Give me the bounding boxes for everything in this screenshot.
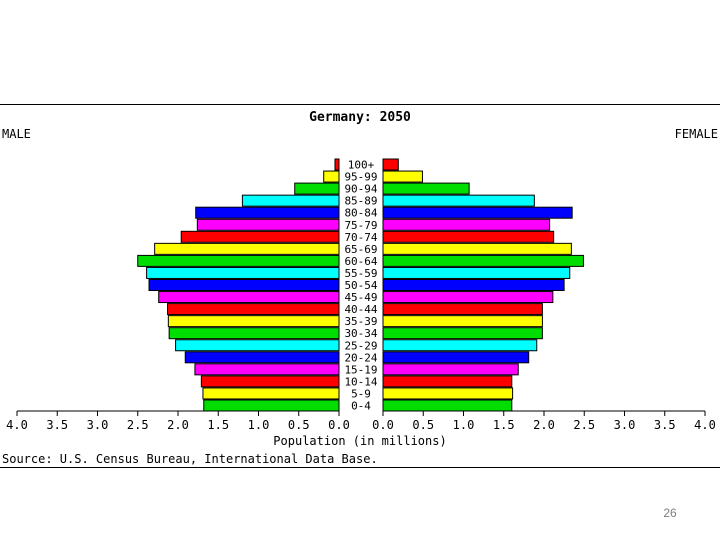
x-tick-label: 0.0 [372,418,394,432]
female-bar-95-99 [382,170,423,183]
male-bar-95-99 [323,170,340,183]
x-tick-label: 2.0 [533,418,555,432]
population-pyramid-chart: Germany: 2050 MALE FEMALE 100+95-9990-94… [0,104,720,468]
female-bar-10-14 [382,375,513,388]
male-bar-60-64 [137,254,340,267]
x-tick-label: 1.0 [453,418,475,432]
female-bar-75-79 [382,218,551,231]
female-bar-85-89 [382,194,535,207]
x-tick-label: 2.5 [573,418,595,432]
male-bar-65-69 [154,242,340,255]
x-tick-label: 2.0 [167,418,189,432]
male-bar-0-4 [203,399,340,412]
age-label: 25-29 [344,339,377,352]
age-label: 20-24 [344,351,377,364]
age-label: 50-54 [344,279,377,292]
male-bar-5-9 [202,387,340,400]
male-bar-45-49 [158,291,340,304]
male-bar-25-29 [175,339,340,352]
age-label: 45-49 [344,291,377,304]
male-bar-80-84 [195,206,340,219]
female-bar-45-49 [382,291,554,304]
x-tick-label: 0.5 [412,418,434,432]
male-bar-20-24 [184,351,340,364]
male-bar-85-89 [241,194,340,207]
female-bar-15-19 [382,363,519,376]
source-note: Source: U.S. Census Bureau, Internationa… [2,452,378,466]
age-label: 0-4 [351,400,371,413]
female-bar-20-24 [382,351,530,364]
age-label: 30-34 [344,327,377,340]
female-bar-90-94 [382,182,470,195]
age-label: 55-59 [344,267,377,280]
female-bar-55-59 [382,266,571,279]
x-tick-label: 3.5 [654,418,676,432]
chart-title: Germany: 2050 [309,110,411,125]
male-bar-70-74 [180,230,340,243]
x-tick-label: 4.0 [694,418,716,432]
female-bar-100+ [382,158,399,171]
age-label: 80-84 [344,207,377,220]
age-label: 85-89 [344,195,377,208]
bars-group [137,158,584,412]
x-tick-label: 0.0 [328,418,350,432]
age-label: 90-94 [344,183,377,196]
age-labels-group: 100+95-9990-9485-8980-8475-7970-7465-696… [344,159,377,413]
female-bar-0-4 [382,399,513,412]
x-tick-label: 3.0 [87,418,109,432]
male-bar-15-19 [194,363,340,376]
female-bar-5-9 [382,387,514,400]
male-bar-55-59 [146,266,340,279]
age-label: 5-9 [351,387,371,400]
x-tick-label: 0.5 [288,418,310,432]
x-tick-label: 1.5 [207,418,229,432]
x-tick-label: 3.0 [614,418,636,432]
x-tick-label: 2.5 [127,418,149,432]
female-bar-80-84 [382,206,573,219]
age-label: 10-14 [344,375,377,388]
female-bar-50-54 [382,279,565,291]
female-bar-40-44 [382,303,543,316]
page-number: 26 [663,506,677,520]
female-bar-30-34 [382,327,543,340]
male-label: MALE [2,127,31,141]
male-bar-10-14 [200,375,340,388]
x-tick-label: 1.5 [493,418,515,432]
x-axis: 4.0 3.5 3.0 2.5 2.0 1.5 1.0 0.5 0.0 0.0 0.5 1.0 1.5 2… [6,410,716,432]
female-bar-60-64 [382,254,584,267]
male-bar-40-44 [167,303,340,316]
male-bar-75-79 [196,218,340,231]
x-tick-label: 4.0 [6,418,28,432]
age-label: 75-79 [344,219,377,232]
x-axis-title: Population (in millions) [273,434,446,448]
male-bar-30-34 [168,327,340,340]
x-tick-label: 1.0 [248,418,270,432]
female-bar-65-69 [382,242,572,255]
male-bar-50-54 [148,279,340,291]
x-tick-label: 3.5 [46,418,68,432]
male-bar-90-94 [294,182,340,195]
female-label: FEMALE [675,127,718,141]
age-label: 70-74 [344,231,377,244]
female-bar-35-39 [382,315,543,328]
male-bar-100+ [334,158,340,171]
age-label: 100+ [348,159,375,172]
male-bar-35-39 [167,315,340,328]
age-label: 15-19 [344,363,377,376]
female-bar-70-74 [382,230,555,243]
age-label: 35-39 [344,315,377,328]
age-label: 40-44 [344,303,377,316]
age-label: 65-69 [344,243,377,256]
age-label: 60-64 [344,255,377,268]
age-label: 95-99 [344,171,377,184]
female-bar-25-29 [382,339,538,352]
